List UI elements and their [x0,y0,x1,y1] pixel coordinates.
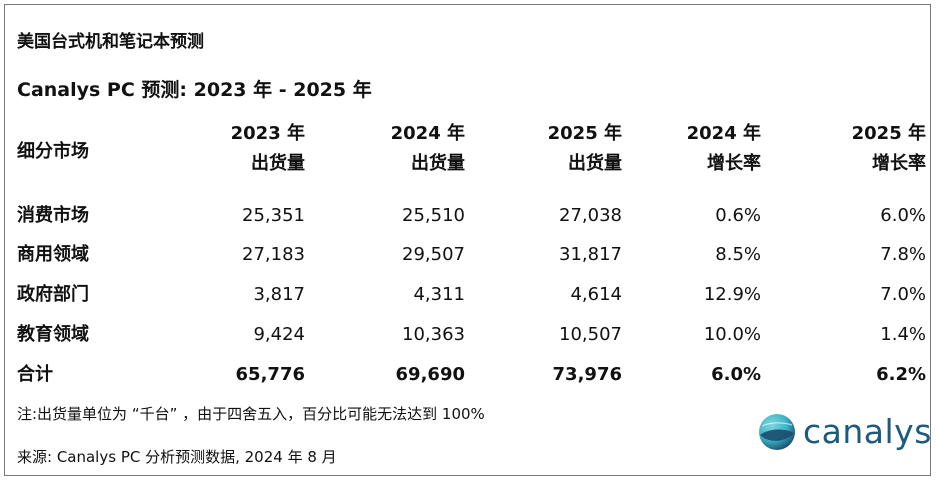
segment-cell: 教育领域 [17,324,89,345]
header-line2: 出货量 [568,153,622,174]
header-line1: 2025 年 [547,123,622,144]
header-2025-shipments: 2025 年 出货量 [548,119,622,179]
canalys-wordmark: canalys [803,412,932,451]
header-segment: 细分市场 [17,141,89,162]
canalys-globe-icon [759,414,795,450]
header-line1: 2024 年 [686,123,761,144]
growth-2025-cell: 7.0% [880,284,926,305]
footnote: 注:出货量单位为 “千台” ，由于四舍五入，百分比可能无法达到 100% [17,405,485,423]
growth-2025-cell: 6.0% [880,205,926,226]
shipments-2023-cell: 9,424 [253,324,305,345]
header-2024-growth: 2024 年 增长率 [687,119,761,179]
header-line1: 2024 年 [390,123,465,144]
header-line1: 2023 年 [230,123,305,144]
growth-2025-cell: 7.8% [880,244,926,265]
growth-2025-cell: 1.4% [880,324,926,345]
header-line1: 2025 年 [851,123,926,144]
growth-2025-cell: 6.2% [876,364,926,385]
report-subtitle: Canalys PC 预测: 2023 年 - 2025 年 [17,79,372,101]
shipments-2024-cell: 10,363 [402,324,465,345]
shipments-2023-cell: 3,817 [253,284,305,305]
source-line: 来源: Canalys PC 分析预测数据, 2024 年 8 月 [17,448,337,466]
shipments-2023-cell: 27,183 [242,244,305,265]
header-2023-shipments: 2023 年 出货量 [231,119,305,179]
header-line2: 出货量 [251,153,305,174]
header-2025-growth: 2025 年 增长率 [852,119,926,179]
shipments-2025-cell: 73,976 [552,364,622,385]
shipments-2024-cell: 29,507 [402,244,465,265]
growth-2024-cell: 8.5% [715,244,761,265]
shipments-2024-cell: 69,690 [395,364,465,385]
growth-2024-cell: 10.0% [703,324,761,345]
shipments-2025-cell: 27,038 [559,205,622,226]
shipments-2025-cell: 31,817 [559,244,622,265]
report-frame: 美国台式机和笔记本预测 Canalys PC 预测: 2023 年 - 2025… [4,4,931,476]
header-2024-shipments: 2024 年 出货量 [391,119,465,179]
shipments-2024-cell: 25,510 [402,205,465,226]
segment-cell: 消费市场 [17,205,89,226]
growth-2024-cell: 0.6% [715,205,761,226]
header-line2: 增长率 [707,153,761,174]
header-line2: 出货量 [411,153,465,174]
report-title: 美国台式机和笔记本预测 [17,32,204,52]
shipments-2025-cell: 4,614 [570,284,622,305]
growth-2024-cell: 12.9% [703,284,761,305]
shipments-2024-cell: 4,311 [413,284,465,305]
growth-2024-cell: 6.0% [711,364,761,385]
segment-cell: 政府部门 [17,284,89,305]
shipments-2025-cell: 10,507 [559,324,622,345]
canalys-logo: canalys [757,412,932,456]
shipments-2023-cell: 25,351 [242,205,305,226]
header-line2: 增长率 [872,153,926,174]
shipments-2023-cell: 65,776 [235,364,305,385]
segment-cell: 商用领域 [17,244,89,265]
segment-cell: 合计 [17,364,53,385]
